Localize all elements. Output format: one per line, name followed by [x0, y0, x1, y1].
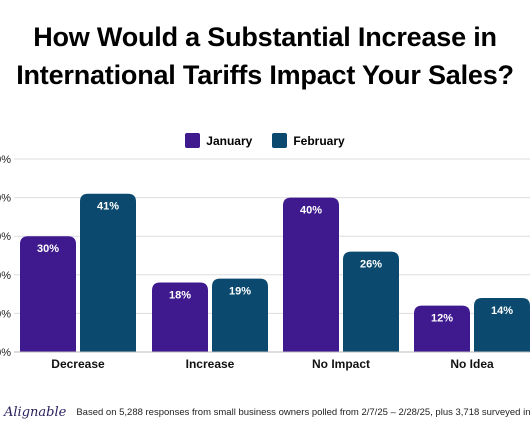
x-tick-label: Increase	[186, 357, 235, 371]
legend-item-january: January	[185, 133, 252, 148]
footer: Alignable Based on 5,288 responses from …	[0, 398, 530, 426]
legend-label-january: January	[206, 133, 253, 148]
x-tick-label: Decrease	[51, 357, 105, 371]
bar-chart: 0% 10% 20% 30% 40% 50% 30% 41% Decrease 18% 19% Inc…	[0, 154, 530, 371]
source-note: Based on 5,288 responses from small busi…	[76, 406, 530, 418]
x-tick-label: No Impact	[312, 357, 370, 371]
data-label: 40%	[300, 205, 322, 217]
bar	[20, 236, 76, 352]
y-tick-label: 20%	[0, 270, 11, 282]
legend-label-february: February	[293, 133, 345, 148]
data-label: 30%	[37, 243, 59, 255]
y-tick-label: 10%	[0, 308, 11, 320]
brand-logo: Alignable	[4, 404, 67, 420]
y-tick-label: 50%	[0, 154, 11, 166]
data-label: 18%	[169, 290, 191, 302]
chart-title-line-1: How Would a Substantial Increase in	[33, 22, 497, 52]
y-tick-label: 40%	[0, 193, 11, 205]
bar	[474, 297, 530, 352]
legend-swatch-january	[185, 133, 201, 148]
x-tick-label: No Idea	[450, 357, 494, 371]
data-label: 19%	[229, 286, 251, 298]
data-label: 26%	[360, 259, 382, 271]
bar	[152, 282, 208, 352]
bar	[80, 193, 136, 352]
legend-swatch-february	[272, 133, 288, 148]
chart-title-line-2: International Tariffs Impact Your Sales?	[16, 60, 514, 90]
bar	[343, 251, 399, 352]
bar	[283, 197, 339, 352]
data-label: 14%	[491, 305, 513, 317]
chart-title: How Would a Substantial Increase in Inte…	[0, 18, 530, 94]
chart-legend: January February	[0, 133, 530, 148]
bar	[212, 278, 268, 352]
y-tick-label: 30%	[0, 231, 11, 243]
data-label: 12%	[431, 313, 453, 325]
y-tick-label: 0%	[0, 347, 11, 359]
legend-item-february: February	[272, 133, 345, 148]
data-label: 41%	[97, 201, 119, 213]
bar	[414, 305, 470, 352]
